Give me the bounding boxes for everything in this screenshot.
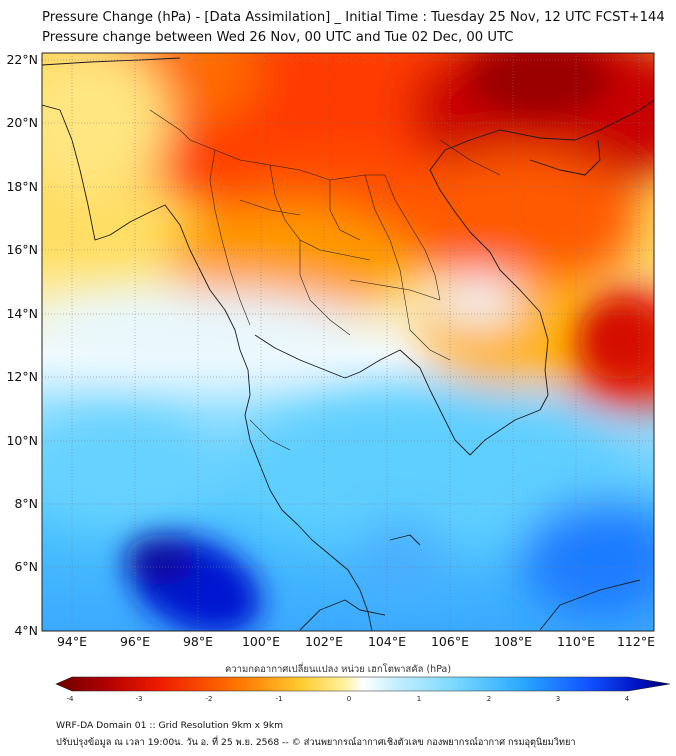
lon-label: 106°E [431,634,469,649]
lat-label: 18°N [6,179,38,194]
footer-update-credit: ปรับปรุงข้อมูล ณ เวลา 19:00น. วัน อ. ที่… [56,737,576,748]
lat-label: 6°N [14,559,38,574]
colorbar-tick: 4 [625,695,630,703]
colorbar: -4 -3 -2 -1 0 1 2 3 4 [55,676,671,703]
lon-label: 100°E [242,634,280,649]
lon-label: 98°E [183,634,213,649]
colorbar-title: ความกดอากาศเปลี่ยนแปลง หน่วย เฮกโตพาสคัล… [224,664,452,675]
lat-label: 14°N [6,306,38,321]
colorbar-tick: 1 [417,695,421,703]
colorbar-tick: 2 [487,695,491,703]
lon-label: 96°E [120,634,150,649]
lat-axis: 22°N 20°N 18°N 16°N 14°N 12°N 10°N 8°N 6… [6,52,38,638]
lat-label: 16°N [6,242,38,257]
coastlines [42,57,654,631]
footer-model-info: WRF-DA Domain 01 :: Grid Resolution 9km … [56,720,284,731]
colorbar-tick: -1 [276,695,283,703]
lon-label: 112°E [617,634,655,649]
pressure-change-map: 22°N 20°N 18°N 16°N 14°N 12°N 10°N 8°N 6… [6,52,655,649]
lon-label: 110°E [557,634,595,649]
colorbar-tick: -2 [206,695,213,703]
colorbar-tick: 3 [556,695,560,703]
lon-axis: 94°E 96°E 98°E 100°E 102°E 104°E 106°E 1… [57,634,655,649]
colorbar-tick: -3 [136,695,143,703]
map-frame [41,52,655,632]
colorbar-tick: -4 [67,695,75,703]
graticule [42,53,654,631]
lat-label: 22°N [6,52,38,67]
colorbar-ramp [55,676,671,692]
colorbar-ticks: -4 -3 -2 -1 0 1 2 3 4 [67,695,630,703]
lon-label: 104°E [368,634,406,649]
lat-label: 10°N [6,433,38,448]
lon-label: 108°E [494,634,532,649]
lat-label: 4°N [14,623,38,638]
lat-label: 12°N [6,369,38,384]
colorbar-tick: 0 [347,695,351,703]
map-subtitle: Pressure change between Wed 26 Nov, 00 U… [42,30,514,45]
lon-label: 94°E [57,634,87,649]
map-title: Pressure Change (hPa) - [Data Assimilati… [42,10,665,25]
lon-label: 102°E [305,634,343,649]
lat-label: 8°N [14,496,38,511]
lat-label: 20°N [6,115,38,130]
pressure-field [42,53,654,631]
